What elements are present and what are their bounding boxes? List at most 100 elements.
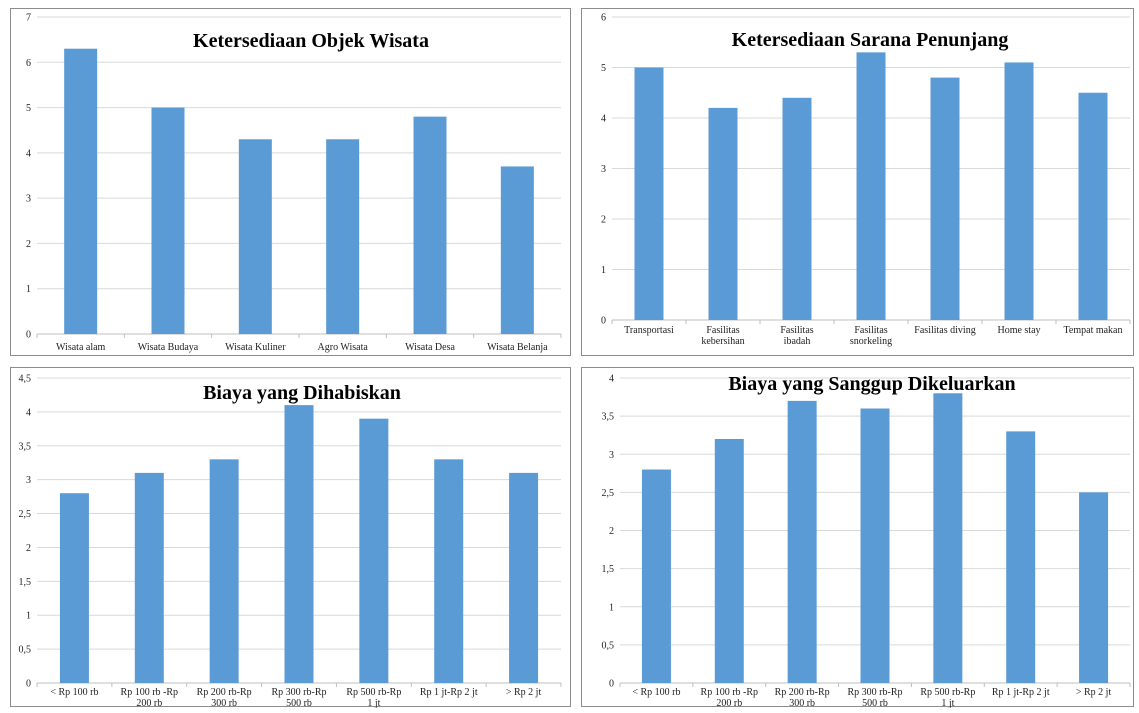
x-category-label: ibadah <box>784 336 811 347</box>
x-category-label: snorkeling <box>850 336 892 347</box>
y-tick-label: 3,5 <box>19 441 32 452</box>
bar-rp-100-rb <box>641 469 671 683</box>
x-category-label: Rp 1 jt-Rp 2 jt <box>992 687 1050 698</box>
x-category-label: Rp 300 rb-Rp <box>272 687 327 698</box>
x-category-label: Rp 200 rb-Rp <box>197 687 252 698</box>
bar-rp-500-rb-rp-1-jt <box>933 393 963 683</box>
x-category-label: Rp 300 rb-Rp <box>848 687 903 698</box>
bar-rp-200-rb-rp-300-rb <box>209 459 239 683</box>
bar-chart: 0 1 2 3 4 5 6 7 Wisata alam Wisata Budaya Wisata K… <box>26 13 562 353</box>
y-tick-label: 2,5 <box>602 488 615 499</box>
y-tick-label: 3 <box>609 450 614 461</box>
bar-rp-2-jt <box>509 472 539 683</box>
x-category-label: Agro Wisata <box>318 342 369 353</box>
bar-transportasi <box>634 67 664 320</box>
y-tick-label: 1 <box>609 602 614 613</box>
chart-title: Ketersediaan Sarana Penunjang <box>732 29 1009 51</box>
x-category-label: Tempat makan <box>1064 325 1123 336</box>
y-tick-label: 7 <box>26 13 31 24</box>
x-category-label: < Rp 100 rb <box>632 687 680 698</box>
bar-rp-100-rb-rp-200-rb <box>714 439 744 683</box>
chart-panel-biaya-sanggup: 0 0,5 1 1,5 2 2,5 3 3,5 4 < Rp 100 rb Rp 100 rb -R… <box>581 367 1134 708</box>
chart-title: Biaya yang Sanggup Dikeluarkan <box>728 373 1015 395</box>
bar-agro-wisata <box>326 139 360 334</box>
y-tick-label: 0 <box>26 330 31 341</box>
bar-fasilitas-kebersihan <box>708 107 738 321</box>
x-category-label: 1 jt <box>941 698 954 708</box>
x-category-label: 1 jt <box>367 698 380 708</box>
bar-wisata-belanja <box>500 166 534 334</box>
y-tick-label: 0 <box>601 316 606 327</box>
x-category-label: Rp 100 rb -Rp <box>121 687 179 698</box>
y-tick-label: 1,5 <box>602 564 615 575</box>
x-category-label: 500 rb <box>862 698 888 708</box>
bar-chart: 0 0,5 1 1,5 2 2,5 3 3,5 4 < Rp 100 rb Rp 100 rb -R… <box>602 373 1131 708</box>
bar-home-stay <box>1004 62 1034 320</box>
chart-panel-sarana-penunjang: 0 1 2 3 4 5 6 Transportasi Fasilitas kebersihan Fa… <box>581 8 1134 356</box>
x-category-label: > Rp 2 jt <box>1076 687 1112 698</box>
bar-wisata-alam <box>64 48 98 334</box>
y-tick-label: 6 <box>26 58 31 69</box>
y-tick-label: 1 <box>26 611 31 622</box>
chart-panel-biaya-dihabiskan: 0 0,5 1 1,5 2 2,5 3 3,5 4 4,5 < Rp 100 rb Rp 100 rb… <box>10 367 571 708</box>
x-category-label: Fasilitas <box>854 325 887 336</box>
x-category-label: Rp 500 rb-Rp <box>920 687 975 698</box>
y-tick-label: 4 <box>601 114 606 125</box>
x-category-label: > Rp 2 jt <box>506 687 542 698</box>
bar-chart: 0 0,5 1 1,5 2 2,5 3 3,5 4 4,5 < Rp 100 rb Rp 100 rb… <box>19 374 562 708</box>
y-tick-label: 1 <box>26 284 31 295</box>
x-category-label: Wisata Desa <box>405 342 455 353</box>
x-category-label: Wisata Belanja <box>487 342 548 353</box>
bar-rp-500-rb-rp-1-jt <box>359 418 389 683</box>
x-category-label: Fasilitas diving <box>914 325 975 336</box>
bar-rp-1-jt-rp-2-jt <box>1006 431 1036 683</box>
x-category-label: Rp 1 jt-Rp 2 jt <box>420 687 478 698</box>
y-tick-label: 2 <box>26 543 31 554</box>
y-tick-label: 0 <box>26 679 31 690</box>
y-tick-label: 6 <box>601 13 606 24</box>
bar-rp-100-rb <box>59 493 89 683</box>
x-category-label: 300 rb <box>211 698 237 708</box>
y-tick-label: 4 <box>26 148 31 159</box>
x-category-label: 300 rb <box>789 698 815 708</box>
bar-wisata-kuliner <box>238 139 272 334</box>
chart-title: Ketersediaan Objek Wisata <box>193 30 429 52</box>
y-tick-label: 0,5 <box>602 640 615 651</box>
x-category-label: Rp 100 rb -Rp <box>701 687 759 698</box>
x-category-label: 200 rb <box>716 698 742 708</box>
bar-rp-2-jt <box>1079 492 1109 683</box>
x-category-label: Rp 500 rb-Rp <box>346 687 401 698</box>
y-tick-label: 2,5 <box>19 509 32 520</box>
y-tick-label: 2 <box>609 526 614 537</box>
x-category-label: 500 rb <box>286 698 312 708</box>
x-category-label: Wisata alam <box>56 342 106 353</box>
x-category-label: Wisata Budaya <box>138 342 199 353</box>
bar-rp-300-rb-rp-500-rb <box>860 408 890 683</box>
x-category-label: Rp 200 rb-Rp <box>775 687 830 698</box>
bar-fasilitas-diving <box>930 77 960 320</box>
bar-wisata-desa <box>413 116 447 334</box>
chart-panel-objek-wisata: 0 1 2 3 4 5 6 7 Wisata alam Wisata Budaya Wisata K… <box>10 8 571 356</box>
y-tick-label: 3 <box>26 475 31 486</box>
x-category-label: Fasilitas <box>706 325 739 336</box>
y-tick-label: 3,5 <box>602 412 615 423</box>
y-tick-label: 3 <box>26 194 31 205</box>
x-category-label: Transportasi <box>624 325 674 336</box>
x-category-label: Home stay <box>997 325 1040 336</box>
x-category-label: kebersihan <box>701 336 744 347</box>
y-tick-label: 4 <box>26 407 31 418</box>
bar-rp-200-rb-rp-300-rb <box>787 400 817 683</box>
y-tick-label: 0,5 <box>19 645 32 656</box>
bar-fasilitas-snorkeling <box>856 52 886 320</box>
y-tick-label: 3 <box>601 164 606 175</box>
x-category-label: Fasilitas <box>780 325 813 336</box>
y-tick-label: 1,5 <box>19 577 32 588</box>
bar-fasilitas-ibadah <box>782 97 812 320</box>
chart-title: Biaya yang Dihabiskan <box>203 382 401 404</box>
bar-wisata-budaya <box>151 107 185 334</box>
y-tick-label: 2 <box>26 239 31 250</box>
y-tick-label: 4 <box>609 374 614 385</box>
y-tick-label: 5 <box>601 63 606 74</box>
x-category-label: 200 rb <box>136 698 162 708</box>
